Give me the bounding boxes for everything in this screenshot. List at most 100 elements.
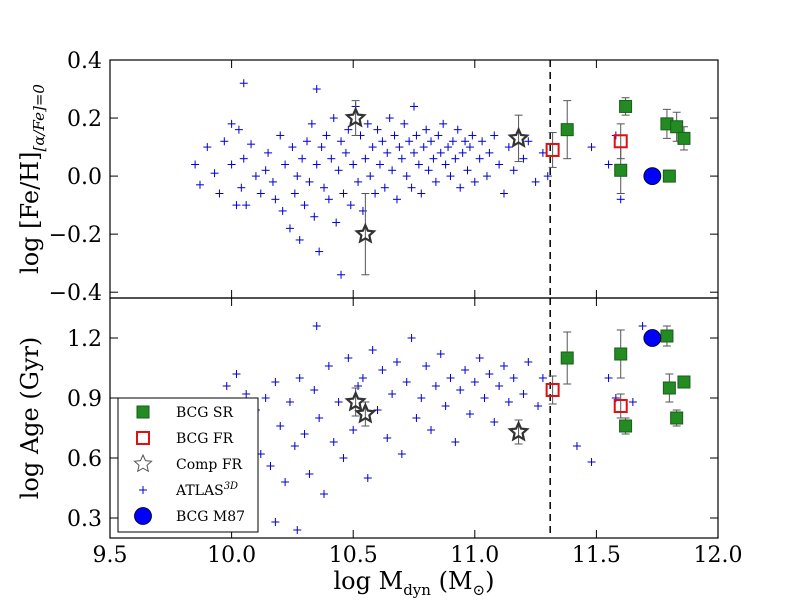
point-atlas3d <box>354 382 363 390</box>
point-atlas3d <box>427 137 436 146</box>
point-atlas3d <box>504 143 513 152</box>
point-atlas3d <box>264 148 273 157</box>
legend-label-sup: 3D <box>224 481 238 492</box>
point-atlas3d <box>400 119 409 128</box>
y-tick-label: 0.4 <box>67 49 102 74</box>
point-atlas3d <box>256 189 265 198</box>
point-atlas3d <box>271 518 280 526</box>
legend-marker-bcg-fr <box>136 431 150 445</box>
point-atlas3d <box>422 125 431 134</box>
point-atlas3d <box>305 177 314 186</box>
point-atlas3d <box>390 131 399 140</box>
point-atlas3d <box>310 212 319 221</box>
point-atlas3d <box>293 172 302 181</box>
point-atlas3d <box>499 189 508 198</box>
point-comp-fr <box>507 126 530 148</box>
x-tick-label: 10.5 <box>329 543 378 568</box>
point-atlas3d <box>419 143 428 152</box>
point-atlas3d <box>446 172 455 181</box>
point-atlas3d <box>261 394 270 402</box>
point-atlas3d <box>485 370 494 378</box>
point-atlas3d <box>349 160 358 169</box>
point-bcg-fr <box>613 134 628 149</box>
point-atlas3d <box>414 160 423 169</box>
point-atlas3d <box>604 160 613 169</box>
point-atlas3d <box>485 148 494 157</box>
point-atlas3d <box>422 362 431 370</box>
point-atlas3d <box>451 438 460 446</box>
point-atlas3d <box>531 177 540 186</box>
point-atlas3d <box>456 183 465 192</box>
point-atlas3d <box>461 366 470 374</box>
point-atlas3d <box>395 143 404 152</box>
point-atlas3d <box>344 354 353 362</box>
x-tick-label: 11.0 <box>450 543 499 568</box>
x-axis-title-main: log M <box>334 567 404 595</box>
point-atlas3d <box>385 114 394 123</box>
point-atlas3d <box>227 160 236 169</box>
x-tick-label: 12.0 <box>694 543 743 568</box>
point-atlas3d <box>285 224 294 233</box>
x-axis-title-sub: dyn <box>403 581 431 599</box>
point-atlas3d <box>339 454 348 462</box>
point-comp-fr <box>344 106 367 128</box>
point-bcg-sr <box>614 163 628 177</box>
panel-feh <box>191 60 691 298</box>
point-atlas3d <box>397 450 406 458</box>
legend-marker-bcg-m87 <box>134 507 152 525</box>
point-atlas3d <box>628 398 637 406</box>
point-atlas3d <box>234 125 243 134</box>
point-atlas3d <box>446 374 455 382</box>
point-atlas3d <box>368 143 377 152</box>
y-tick-label: 0.6 <box>67 447 102 472</box>
point-atlas3d <box>322 131 331 140</box>
point-atlas3d <box>302 137 311 146</box>
point-atlas3d <box>373 125 382 134</box>
series-bcg-m87 <box>643 329 662 347</box>
point-bcg-m87 <box>643 329 662 347</box>
point-atlas3d <box>465 143 474 152</box>
point-atlas3d <box>388 166 397 175</box>
series-comp-fr <box>344 387 530 445</box>
point-atlas3d <box>434 131 443 140</box>
point-atlas3d <box>363 119 372 128</box>
y-tick-label: 0.0 <box>67 165 102 190</box>
point-atlas3d <box>638 322 647 330</box>
point-atlas3d <box>407 183 416 192</box>
point-atlas3d <box>337 137 346 146</box>
point-comp-fr <box>354 402 377 424</box>
point-atlas3d <box>227 119 236 128</box>
point-atlas3d <box>378 137 387 146</box>
point-atlas3d <box>324 195 333 204</box>
point-atlas3d <box>371 189 380 198</box>
point-atlas3d <box>290 189 299 198</box>
point-bcg-fr <box>545 383 560 397</box>
point-atlas3d <box>271 195 280 204</box>
point-atlas3d <box>203 143 212 152</box>
point-atlas3d <box>456 386 465 394</box>
series-atlas3d <box>222 322 647 534</box>
point-atlas3d <box>327 154 336 163</box>
point-atlas3d <box>383 148 392 157</box>
x-axis-title-unit-sub: ⊙ <box>473 581 486 599</box>
point-atlas3d <box>402 172 411 181</box>
point-atlas3d <box>380 183 389 192</box>
series-bcg-sr <box>560 325 691 435</box>
point-atlas3d <box>320 490 329 498</box>
point-atlas3d <box>490 418 499 426</box>
y-axis-title: log [Fe/H][α/Fe]=0 <box>16 84 48 274</box>
point-bcg-fr <box>545 142 560 157</box>
point-atlas3d <box>332 218 341 227</box>
point-atlas3d <box>293 526 302 534</box>
point-bcg-sr <box>619 99 633 113</box>
point-atlas3d <box>429 154 438 163</box>
point-atlas3d <box>239 154 248 163</box>
point-atlas3d <box>195 180 204 189</box>
point-bcg-sr <box>614 347 628 361</box>
point-atlas3d <box>281 478 290 486</box>
point-atlas3d <box>495 382 504 390</box>
point-atlas3d <box>268 177 277 186</box>
point-atlas3d <box>383 434 392 442</box>
point-atlas3d <box>524 137 533 146</box>
point-atlas3d <box>310 386 319 394</box>
